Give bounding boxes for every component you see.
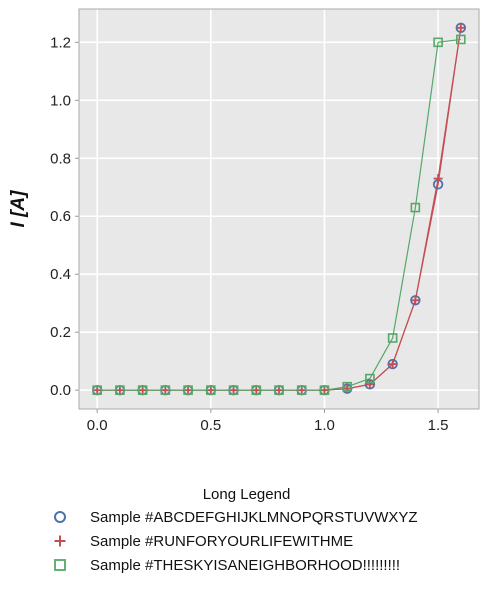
legend-item: Sample #THESKYISANEIGHBORHOOD!!!!!!!!! [40,553,470,577]
legend-label: Sample #THESKYISANEIGHBORHOOD!!!!!!!!! [90,557,400,574]
y-tick-label: 0.6 [50,208,71,225]
y-tick-label: 1.0 [50,92,71,109]
chart: 0.0 0.5 1.0 1.5 0.0 0.2 0.4 0.6 0.8 1.0 1.2 I [A] [0,0,489,470]
legend-item: Sample #ABCDEFGHIJKLMNOPQRSTUVWXYZ [40,505,470,529]
x-tick-label: 0.5 [200,417,221,434]
y-tick-label: 0.0 [50,382,71,399]
legend-item: Sample #RUNFORYOURLIFEWITHME [40,529,470,553]
x-tick-label: 1.0 [314,417,335,434]
square-marker-icon [40,555,80,575]
x-tick-label: 0.0 [87,417,108,434]
legend-title: Long Legend [40,486,453,503]
legend-label: Sample #ABCDEFGHIJKLMNOPQRSTUVWXYZ [90,509,418,526]
x-tick-label: 1.5 [428,417,449,434]
y-tick-label: 0.2 [50,324,71,341]
legend: Long Legend Sample #ABCDEFGHIJKLMNOPQRST… [40,486,470,577]
legend-label: Sample #RUNFORYOURLIFEWITHME [90,533,353,550]
circle-marker-icon [40,507,80,527]
y-tick-label: 0.4 [50,266,71,283]
y-axis-label: I [A] [8,190,29,228]
y-tick-label: 1.2 [50,34,71,51]
plus-marker-icon [40,531,80,551]
y-tick-label: 0.8 [50,150,71,167]
